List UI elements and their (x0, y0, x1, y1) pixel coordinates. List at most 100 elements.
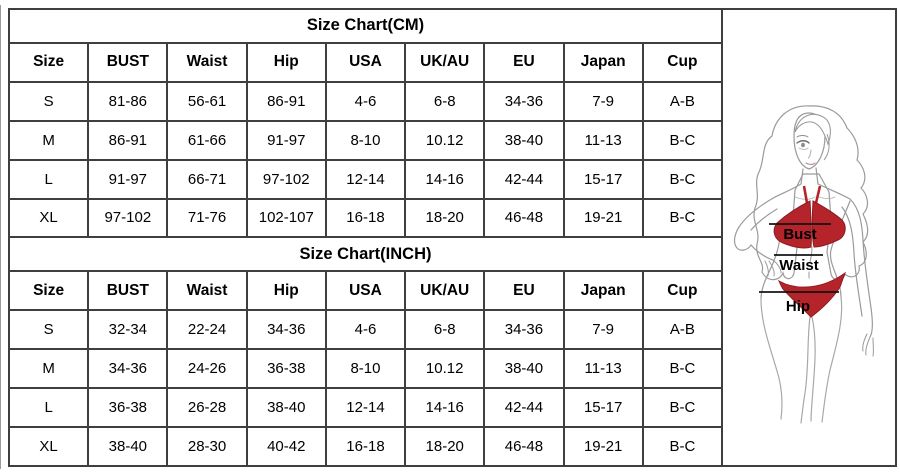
size-tables: Size Chart(CM) Size BUST Waist Hip USA U… (7, 8, 724, 468)
cell: XL (7, 425, 90, 468)
cell: 19-21 (562, 425, 644, 468)
cell: XL (7, 197, 90, 239)
cell: 34-36 (245, 309, 327, 351)
cell: B-C (641, 425, 724, 468)
column-header-usa: USA (324, 41, 407, 83)
column-header-bust: BUST (87, 270, 169, 312)
cell: 11-13 (562, 348, 644, 389)
cell: 14-16 (404, 387, 486, 428)
hip-label: Hip (786, 298, 810, 315)
cell: 7-9 (562, 80, 644, 122)
inch-header-row: Size BUST Waist Hip USA UK/AU EU Japan C… (7, 270, 724, 312)
cell: 42-44 (483, 158, 565, 200)
table-row-cm-m: M 86-91 61-66 91-97 8-10 10.12 38-40 11-… (7, 119, 724, 161)
column-header-waist: Waist (166, 270, 248, 312)
cell: 22-24 (166, 309, 248, 351)
cell: M (7, 348, 90, 389)
table-row-cm-xl: XL 97-102 71-76 102-107 16-18 18-20 46-4… (7, 197, 724, 239)
table-row-inch-s: S 32-34 22-24 34-36 4-6 6-8 34-36 7-9 A-… (7, 309, 724, 351)
inch-title-row: Size Chart(INCH) (8, 236, 723, 273)
hair-bang (794, 113, 831, 146)
cell: 46-48 (483, 425, 565, 468)
cell: S (7, 80, 90, 122)
cell: 12-14 (324, 387, 407, 428)
face-features (796, 135, 816, 166)
cell: 6-8 (404, 309, 486, 351)
cell: L (7, 387, 90, 428)
column-header-cup: Cup (641, 41, 724, 83)
cell: A-B (641, 80, 724, 122)
cell: B-C (641, 348, 724, 389)
bikini-strap-left (802, 185, 809, 204)
cell: 36-38 (245, 348, 327, 389)
cell: 16-18 (324, 425, 407, 468)
cell: 42-44 (483, 387, 565, 428)
cell: 34-36 (483, 309, 565, 351)
cell: 86-91 (245, 80, 327, 122)
column-header-ukau: UK/AU (404, 41, 486, 83)
cell: 91-97 (87, 158, 169, 200)
woman-measurement-illustration: Bust Waist Hip (733, 105, 874, 424)
column-header-japan: Japan (562, 41, 644, 83)
cell: 34-36 (87, 348, 169, 389)
cell: 97-102 (87, 197, 169, 239)
cell: 8-10 (324, 348, 407, 389)
column-header-ukau: UK/AU (404, 270, 486, 312)
cell: 86-91 (87, 119, 169, 161)
column-header-bust: BUST (87, 41, 169, 83)
hair-strand (823, 133, 830, 161)
bikini-strap-right (814, 185, 822, 204)
cm-table-title: Size Chart(CM) (8, 8, 723, 44)
cell: 71-76 (166, 197, 248, 239)
cell: 4-6 (324, 80, 407, 122)
bust-label: Bust (783, 226, 816, 243)
column-header-japan: Japan (562, 270, 644, 312)
cell: 7-9 (562, 309, 644, 351)
column-header-usa: USA (324, 270, 407, 312)
cell: 10.12 (404, 348, 486, 389)
cell: B-C (641, 119, 724, 161)
table-row-inch-m: M 34-36 24-26 36-38 8-10 10.12 38-40 11-… (7, 348, 724, 389)
table-row-inch-l: L 36-38 26-28 38-40 12-14 14-16 42-44 15… (7, 387, 724, 428)
cell: 38-40 (245, 387, 327, 428)
table-row-inch-xl: XL 38-40 28-30 40-42 16-18 18-20 46-48 1… (7, 425, 724, 468)
cell: 26-28 (166, 387, 248, 428)
cm-title-row: Size Chart(CM) (8, 8, 723, 44)
cell: 40-42 (245, 425, 327, 468)
cell: 102-107 (245, 197, 327, 239)
column-header-size: Size (7, 270, 90, 312)
cell: 28-30 (166, 425, 248, 468)
cell: L (7, 158, 90, 200)
cell: A-B (641, 309, 724, 351)
cell: 56-61 (166, 80, 248, 122)
column-header-eu: EU (483, 41, 565, 83)
bikini-bottom (777, 271, 847, 318)
cell: 8-10 (324, 119, 407, 161)
cell: 12-14 (324, 158, 407, 200)
table-row-cm-s: S 81-86 56-61 86-91 4-6 6-8 34-36 7-9 A-… (7, 80, 724, 122)
cell: 18-20 (404, 197, 486, 239)
cell: B-C (641, 197, 724, 239)
cell: 16-18 (324, 197, 407, 239)
column-header-size: Size (7, 41, 90, 83)
column-header-cup: Cup (641, 270, 724, 312)
cell: 24-26 (166, 348, 248, 389)
cell: 15-17 (562, 387, 644, 428)
cell: 38-40 (483, 348, 565, 389)
cell: 14-16 (404, 158, 486, 200)
body-outline (733, 167, 874, 424)
inch-table-title: Size Chart(INCH) (8, 236, 723, 273)
cell: 38-40 (87, 425, 169, 468)
cell: 15-17 (562, 158, 644, 200)
cell: 97-102 (245, 158, 327, 200)
measurement-figure-panel: Bust Waist Hip (721, 8, 897, 467)
cell: 66-71 (166, 158, 248, 200)
cell: 11-13 (562, 119, 644, 161)
cell: 4-6 (324, 309, 407, 351)
column-header-eu: EU (483, 270, 565, 312)
cell: B-C (641, 387, 724, 428)
left-edge-artifact (0, 5, 1, 469)
cell: 38-40 (483, 119, 565, 161)
cell: 81-86 (87, 80, 169, 122)
